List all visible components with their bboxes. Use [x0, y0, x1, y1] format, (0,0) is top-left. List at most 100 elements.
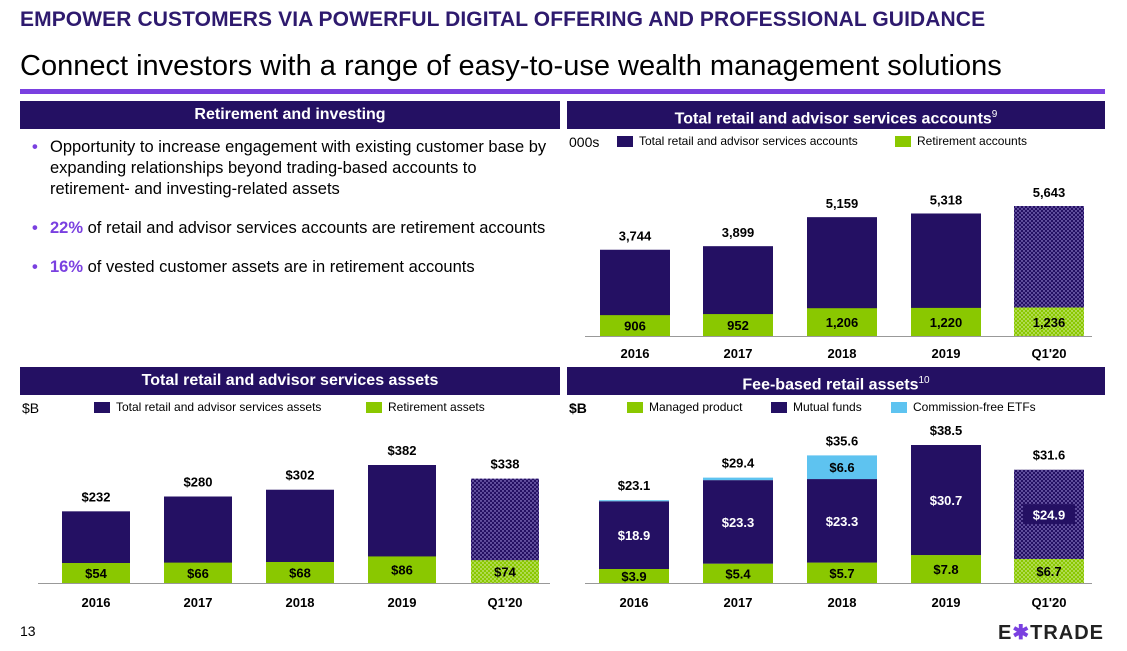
data-label-etfs: $6.6 — [829, 460, 854, 475]
data-label-total: 5,159 — [826, 196, 859, 211]
page-number: 13 — [20, 623, 36, 639]
bullet-dot-icon: • — [32, 219, 38, 237]
logo-right: TRADE — [1030, 622, 1104, 644]
logo-left: E — [998, 622, 1013, 644]
x-tick-label: 2019 — [388, 595, 417, 610]
data-label-managed: $5.7 — [829, 566, 854, 581]
legend-swatch — [891, 402, 907, 413]
legend-swatch — [627, 402, 643, 413]
legend-swatch — [895, 136, 911, 147]
bar-managed-product — [911, 555, 981, 583]
data-label-mutual-funds: $24.9 — [1033, 507, 1066, 522]
data-label-retirement: 952 — [727, 318, 749, 333]
bullet-item: • Opportunity to increase engagement with… — [28, 137, 548, 200]
data-label-mutual-funds: $23.3 — [826, 514, 859, 529]
x-tick-label: 2018 — [828, 595, 857, 610]
x-tick-label: Q1'20 — [1032, 595, 1067, 610]
assets-panel-header: Total retail and advisor services assets — [20, 367, 560, 395]
assets-chart: $B Total retail and advisor services asse… — [22, 400, 550, 610]
bar-mutual-funds — [703, 480, 773, 564]
bar-commission-free-etfs — [807, 455, 877, 480]
assets-panel-title: Total retail and advisor services assets — [141, 372, 439, 389]
legend-label: Commission-free ETFs — [913, 400, 1036, 414]
data-label-managed: $7.8 — [933, 562, 958, 577]
bar-retirement-accounts — [807, 308, 877, 336]
data-label-retirement: $86 — [391, 563, 413, 578]
data-label-backdrop — [1023, 504, 1075, 525]
data-label-total: $302 — [286, 468, 315, 483]
etrade-logo: E✱TRADE — [998, 620, 1104, 645]
bar-managed-product — [599, 569, 669, 583]
bullet-item: • 16% of vested customer assets are in re… — [28, 257, 548, 278]
bar-managed-product — [703, 563, 773, 583]
page-headline: EMPOWER CUSTOMERS VIA POWERFUL DIGITAL O… — [20, 8, 986, 31]
x-tick-label: 2019 — [932, 346, 961, 361]
bar-retirement-accounts — [1014, 307, 1084, 336]
legend-swatch — [94, 402, 110, 413]
x-tick-label: 2016 — [621, 346, 650, 361]
fee-footnote: 10 — [918, 375, 930, 386]
legend-label: Mutual funds — [793, 400, 862, 414]
bullet-highlight: 16% — [50, 258, 84, 276]
data-label-total: $35.6 — [826, 433, 859, 448]
bullet-item: • 22% of retail and advisor services acco… — [28, 218, 548, 239]
data-label-managed: $6.7 — [1036, 564, 1061, 579]
bar-retirement-assets — [62, 563, 130, 583]
data-label-managed: $5.4 — [725, 566, 751, 581]
bar-mutual-funds — [807, 479, 877, 563]
data-label-retirement: 1,206 — [826, 315, 859, 330]
bar-retirement-accounts — [703, 314, 773, 336]
data-label-total: 3,899 — [722, 225, 755, 240]
bullet-text: Opportunity to increase engagement with … — [50, 138, 547, 198]
legend-swatch — [771, 402, 787, 413]
data-label-total: 3,744 — [619, 229, 652, 244]
legend-label: Total retail and advisor services accoun… — [639, 134, 858, 148]
bar-retirement-assets — [266, 561, 334, 583]
retirement-panel-header: Retirement and investing — [20, 101, 560, 129]
title-divider — [20, 89, 1105, 94]
bullet-text: of vested customer assets are in retirem… — [83, 258, 475, 276]
legend-label: Retirement accounts — [917, 134, 1027, 148]
bar-retirement-assets — [471, 560, 539, 583]
fee-chart: $B Managed product Mutual funds Commission-… — [569, 400, 1092, 610]
accounts-chart: 000s Total retail and advisor services ac… — [569, 134, 1092, 361]
data-label-total: $23.1 — [618, 478, 651, 493]
data-label-retirement: $66 — [187, 566, 209, 581]
unit-label: $B — [22, 400, 39, 416]
data-label-total: $382 — [388, 443, 417, 458]
bullet-dot-icon: • — [32, 258, 38, 276]
data-label-retirement: $54 — [85, 566, 107, 581]
fee-panel-header: Fee-based retail assets10 — [567, 367, 1105, 395]
bar-managed-product — [1014, 558, 1084, 583]
bar-managed-product — [807, 562, 877, 583]
x-tick-label: 2017 — [724, 346, 753, 361]
data-label-total: $280 — [184, 475, 213, 490]
bar-mutual-funds — [599, 501, 669, 569]
legend-label: Total retail and advisor services assets — [116, 400, 321, 414]
data-label-mutual-funds: $23.3 — [722, 515, 755, 530]
x-tick-label: 2016 — [620, 595, 649, 610]
data-label-total: $31.6 — [1033, 448, 1066, 463]
x-tick-label: 2016 — [82, 595, 111, 610]
legend-swatch — [366, 402, 382, 413]
bar-commission-free-etfs — [703, 477, 773, 481]
retirement-bullet-list: • Opportunity to increase engagement with… — [28, 137, 548, 296]
data-label-managed: $3.9 — [621, 569, 646, 584]
data-label-retirement: $74 — [494, 565, 516, 580]
logo-star-icon: ✱ — [1012, 622, 1031, 644]
bar-retirement-accounts — [911, 307, 981, 336]
x-tick-label: 2017 — [184, 595, 213, 610]
fee-panel-title: Fee-based retail assets — [742, 376, 919, 394]
unit-label: $B — [569, 400, 587, 416]
data-label-retirement: 1,220 — [930, 315, 963, 330]
accounts-footnote: 9 — [991, 109, 998, 120]
x-tick-label: Q1'20 — [488, 595, 523, 610]
bar-retirement-assets — [368, 556, 436, 583]
data-label-total: $338 — [491, 457, 520, 472]
bar-mutual-funds — [911, 445, 981, 556]
bullet-dot-icon: • — [32, 138, 38, 156]
x-tick-label: 2019 — [932, 595, 961, 610]
x-tick-label: 2018 — [828, 346, 857, 361]
unit-label: 000s — [569, 134, 599, 150]
data-label-retirement: $68 — [289, 565, 311, 580]
